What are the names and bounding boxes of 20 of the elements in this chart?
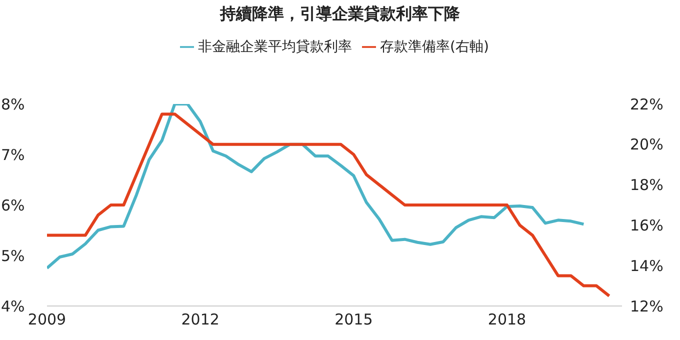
line-series bbox=[47, 104, 586, 270]
chart-title: 持續降準，引導企業貸款利率下降 bbox=[218, 4, 461, 25]
y2-tick-label: 12% bbox=[630, 297, 664, 316]
y-tick-label: 7% bbox=[1, 146, 25, 164]
y2-tick-label: 20% bbox=[630, 136, 664, 154]
legend-label: 非金融企業平均貸款利率 bbox=[198, 39, 352, 55]
y2-tick-label: 18% bbox=[630, 176, 664, 194]
y-tick-label: 4% bbox=[1, 297, 25, 316]
y-tick-label: 6% bbox=[1, 196, 25, 214]
x-tick-label: 2009 bbox=[28, 310, 66, 329]
x-tick-label: 2018 bbox=[488, 310, 526, 329]
y-tick-label: 8% bbox=[1, 95, 25, 114]
y2-tick-label: 22% bbox=[630, 95, 664, 114]
y2-tick-label: 16% bbox=[630, 216, 664, 235]
x-tick-label: 2015 bbox=[334, 310, 373, 329]
y-tick-label: 5% bbox=[1, 246, 25, 265]
legend-label: 存款準備率(右軸) bbox=[380, 39, 489, 55]
y2-tick-label: 14% bbox=[630, 256, 664, 275]
x-tick-label: 2012 bbox=[181, 310, 220, 329]
line-series bbox=[47, 112, 611, 298]
